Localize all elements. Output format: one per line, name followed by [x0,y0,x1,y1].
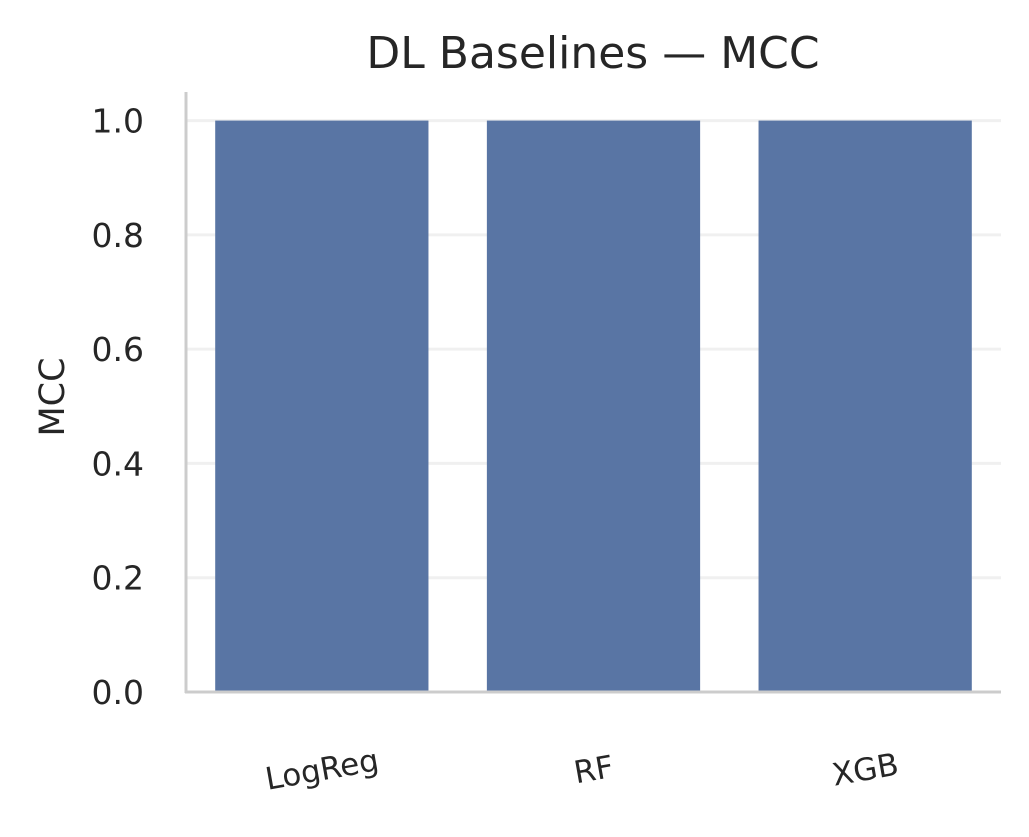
bars [215,120,972,693]
y-tick-label: 1.0 [92,102,144,141]
axes [184,92,1001,694]
x-tick-label: XGB [830,747,902,794]
y-tick-label: 0.8 [92,216,144,255]
chart-title: DL Baselines — MCC [366,28,819,79]
y-tick-label: 0.4 [92,444,144,483]
x-tick-labels: LogReg RF XGB [263,743,902,798]
bar-xgb [758,120,972,693]
y-tick-label: 0.0 [92,673,144,712]
x-tick-label: LogReg [263,743,382,798]
x-tick-label: RF [571,749,616,791]
bar-rf [486,120,701,693]
y-tick-label: 0.2 [92,559,144,598]
y-axis-label: MCC [33,357,73,436]
bar-logreg [215,120,429,693]
y-tick-label: 0.6 [92,330,144,369]
y-tick-labels: 0.0 0.2 0.4 0.6 0.8 1.0 [92,102,144,712]
